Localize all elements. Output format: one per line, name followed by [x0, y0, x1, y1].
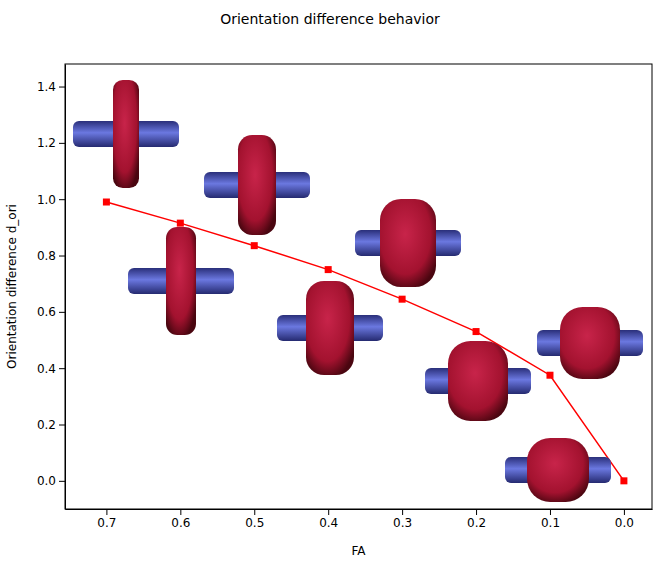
tensor-glyph [204, 135, 310, 235]
y-tick-mark [59, 481, 65, 482]
data-point [177, 220, 184, 227]
glyph-red-axis [166, 227, 196, 335]
tensor-glyph [425, 341, 531, 421]
tensor-glyph [505, 438, 611, 502]
x-tick-label: 0.5 [245, 516, 264, 530]
data-point [251, 242, 258, 249]
y-tick-mark [59, 425, 65, 426]
x-tick: 0.7 [97, 509, 116, 530]
x-tick-mark [550, 509, 551, 515]
x-axis-title: FA [351, 544, 366, 558]
data-point [103, 199, 110, 206]
y-tick: 0.0 [37, 474, 65, 488]
x-tick: 0.1 [541, 509, 560, 530]
y-tick: 0.2 [37, 418, 65, 432]
y-tick: 1.2 [37, 136, 65, 150]
x-tick: 0.4 [319, 509, 338, 530]
x-tick-mark [180, 509, 181, 515]
y-tick-mark [59, 87, 65, 88]
y-tick-label: 0.4 [37, 362, 56, 376]
y-axis-line [65, 65, 66, 510]
y-tick-mark [59, 256, 65, 257]
y-tick-label: 1.4 [37, 80, 56, 94]
x-tick-mark [328, 509, 329, 515]
y-tick: 0.4 [37, 362, 65, 376]
glyph-red-axis [560, 307, 620, 379]
x-axis: 0.7 0.6 0.5 0.4 0.3 0.2 0.1 0.0 [66, 509, 653, 530]
glyph-red-axis [306, 281, 354, 375]
x-tick-label: 0.6 [171, 516, 190, 530]
data-point [473, 328, 480, 335]
glyph-red-axis [238, 135, 276, 235]
x-tick-label: 0.0 [615, 516, 634, 530]
glyph-red-axis [527, 438, 589, 502]
x-tick-label: 0.2 [467, 516, 486, 530]
glyph-red-axis [448, 341, 508, 421]
y-tick-mark [59, 368, 65, 369]
y-tick: 1.4 [37, 80, 65, 94]
x-tick-mark [402, 509, 403, 515]
y-tick: 0.6 [37, 305, 65, 319]
y-tick-label: 1.2 [37, 136, 56, 150]
data-point [325, 266, 332, 273]
y-tick-mark [59, 199, 65, 200]
y-tick-mark [59, 312, 65, 313]
y-tick-label: 0.6 [37, 305, 56, 319]
x-axis-line [66, 509, 653, 510]
title: Orientation difference behavior [220, 11, 440, 27]
glyphs [73, 80, 643, 502]
tensor-glyph [73, 80, 179, 188]
x-tick: 0.0 [615, 509, 634, 530]
x-tick: 0.5 [245, 509, 264, 530]
x-tick-label: 0.7 [97, 516, 116, 530]
tensor-glyph [355, 199, 461, 287]
y-tick: 0.8 [37, 249, 65, 263]
x-tick-mark [106, 509, 107, 515]
x-tick-mark [254, 509, 255, 515]
data-point [620, 477, 627, 484]
y-tick-label: 0.2 [37, 418, 56, 432]
tensor-glyph [537, 307, 643, 379]
x-tick: 0.6 [171, 509, 190, 530]
plot-frame [65, 64, 652, 509]
y-tick-mark [59, 143, 65, 144]
y-tick-label: 0.0 [37, 474, 56, 488]
x-tick: 0.2 [467, 509, 486, 530]
data-point [399, 296, 406, 303]
x-tick-mark [624, 509, 625, 515]
x-tick-label: 0.4 [319, 516, 338, 530]
y-tick: 1.0 [37, 193, 65, 207]
glyph-red-axis [113, 80, 139, 188]
y-axis: 0.0 0.2 0.4 0.6 0.8 1.0 1.2 1.4 [37, 65, 66, 510]
x-tick: 0.3 [393, 509, 412, 530]
glyph-red-axis [380, 199, 436, 287]
x-tick-label: 0.1 [541, 516, 560, 530]
tensor-glyph [277, 281, 383, 375]
x-tick-label: 0.3 [393, 516, 412, 530]
y-tick-label: 1.0 [37, 193, 56, 207]
x-tick-mark [476, 509, 477, 515]
y-tick-label: 0.8 [37, 249, 56, 263]
chart: Orientation difference behavior 0.7 0.6 0.5… [0, 0, 660, 563]
y-axis-title: Orientation difference d_ori [5, 204, 19, 369]
data-point [546, 372, 553, 379]
tensor-glyph [128, 227, 234, 335]
